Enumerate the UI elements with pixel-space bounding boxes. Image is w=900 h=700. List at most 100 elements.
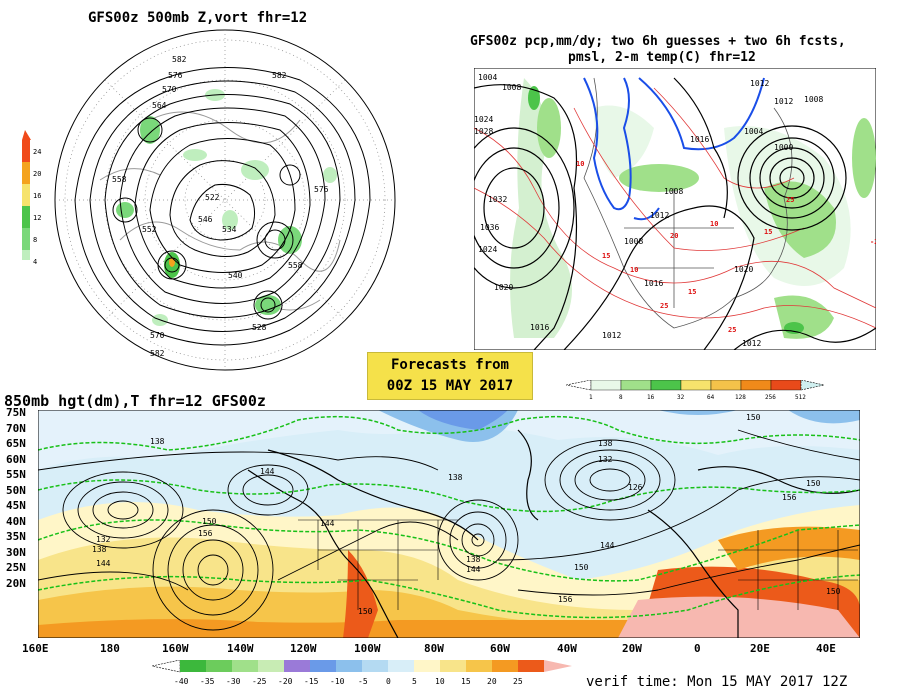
lat-label: 75N bbox=[6, 406, 26, 419]
isobar-label: 1008 bbox=[804, 95, 823, 104]
lon-label: 180 bbox=[100, 642, 120, 655]
height-label: 552 bbox=[142, 225, 157, 234]
temp-label: 15 bbox=[688, 288, 696, 296]
forecast-box-line1: Forecasts from bbox=[390, 357, 509, 373]
height-label: 540 bbox=[228, 271, 243, 280]
colorbar-label: 16 bbox=[647, 394, 655, 401]
850-height-labels: 138 132 138 144 150 156 144 138 144 150 … bbox=[92, 413, 841, 616]
colorbar-swatch bbox=[258, 660, 284, 672]
colorbar-swatch bbox=[740, 379, 772, 391]
height-label: 156 bbox=[782, 493, 797, 502]
temperature-contours bbox=[474, 87, 876, 329]
height-label: 138 bbox=[448, 473, 463, 482]
colorbar-label: 15 bbox=[461, 677, 471, 686]
colorbar-label: 25 bbox=[513, 677, 523, 686]
height-label: 126 bbox=[628, 483, 643, 492]
lon-label: 0 bbox=[694, 642, 701, 655]
temp-label: 15 bbox=[602, 252, 610, 260]
colorbar-swatch bbox=[388, 660, 414, 672]
panel-850mb-map: 138 132 138 144 150 156 144 138 144 150 … bbox=[38, 410, 860, 638]
colorbar-swatch bbox=[206, 660, 232, 672]
lon-label: 140W bbox=[227, 642, 254, 655]
temp-label: 10 bbox=[630, 266, 638, 274]
height-label: 150 bbox=[358, 607, 373, 616]
lon-label: 20W bbox=[622, 642, 642, 655]
height-label: 144 bbox=[96, 559, 111, 568]
height-label: 144 bbox=[320, 519, 335, 528]
colorbar-swatch bbox=[770, 379, 802, 391]
lon-label: 40W bbox=[557, 642, 577, 655]
height-label: 156 bbox=[558, 595, 573, 604]
temp-label: -2 bbox=[870, 238, 876, 246]
colorbar-label: -15 bbox=[304, 677, 319, 686]
forecast-info-box: Forecasts from 00Z 15 MAY 2017 bbox=[367, 352, 533, 400]
colorbar-label: 512 bbox=[795, 394, 806, 401]
lat-label: 50N bbox=[6, 483, 26, 497]
isobar-label: 1024 bbox=[478, 245, 497, 254]
forecast-box-line2: 00Z 15 MAY 2017 bbox=[386, 378, 514, 394]
lat-label: 45N bbox=[6, 499, 26, 512]
lat-label: 25N bbox=[6, 561, 26, 574]
height-label: 138 bbox=[466, 555, 481, 564]
isobar-label: 1016 bbox=[690, 135, 709, 144]
colorbar-label: 128 bbox=[735, 394, 746, 401]
colorbar-label: -20 bbox=[278, 677, 293, 686]
isobar-label: 1020 bbox=[734, 265, 753, 274]
colorbar-swatch bbox=[680, 379, 712, 391]
height-label: 150 bbox=[806, 479, 821, 488]
lon-label: 160W bbox=[162, 642, 189, 655]
panel-500mb-title: GFS00z 500mb Z,vort fhr=12 bbox=[88, 10, 308, 26]
temp-label: 25 bbox=[728, 326, 736, 334]
colorbar-label: 16 bbox=[33, 192, 41, 200]
colorbar-label: 20 bbox=[487, 677, 497, 686]
panel-500mb-map: 582 576 570 564 558 552 546 540 534 528 … bbox=[54, 29, 396, 371]
850-height-contours bbox=[38, 429, 860, 631]
isobar-label: 1000 bbox=[774, 143, 793, 152]
lon-label: 20E bbox=[750, 642, 770, 655]
temp-label: 10 bbox=[710, 220, 718, 228]
height-labels: 582 576 570 564 558 552 546 540 534 528 … bbox=[112, 55, 329, 358]
height-label: 522 bbox=[205, 193, 220, 202]
height-label: 138 bbox=[150, 437, 165, 446]
colorbar-swatch bbox=[650, 379, 682, 391]
temp-label: 25 bbox=[786, 196, 794, 204]
height-label: 138 bbox=[598, 439, 613, 448]
lat-label: 65N bbox=[6, 437, 26, 450]
lon-label: 160E bbox=[22, 642, 49, 655]
height-label: 582 bbox=[272, 71, 287, 80]
lat-label: 40N bbox=[6, 514, 26, 528]
panel-precip-title-line2: pmsl, 2-m temp(C) fhr=12 bbox=[568, 50, 756, 65]
temp-labels: 10 15 10 15 25 10 15 20 25 -2 25 bbox=[576, 160, 876, 334]
colorbar-swatch bbox=[22, 228, 30, 250]
colorbar-swatch bbox=[440, 660, 466, 672]
lon-label: 60W bbox=[490, 642, 510, 655]
panel-850mb-colorbar: -40 -35 -30 -25 -20 -15 -10 -5 0 5 10 15… bbox=[151, 659, 582, 692]
colorbar-swatch bbox=[284, 660, 310, 672]
colorbar-label: 256 bbox=[765, 394, 776, 401]
height-label: 528 bbox=[252, 323, 267, 332]
colorbar-swatch bbox=[620, 379, 652, 391]
colorbar-swatch bbox=[336, 660, 362, 672]
height-label: 150 bbox=[574, 563, 589, 572]
lat-label: 55N bbox=[6, 468, 26, 481]
colorbar-swatch bbox=[232, 660, 258, 672]
lat-label: 70N bbox=[6, 421, 26, 435]
height-label: 144 bbox=[260, 467, 275, 476]
colorbar-label: 1 bbox=[589, 394, 593, 401]
isobar-label: 1032 bbox=[488, 195, 507, 204]
colorbar-label: -40 bbox=[174, 677, 189, 686]
isobar-label: 1012 bbox=[774, 97, 793, 106]
height-label: 132 bbox=[96, 535, 111, 544]
height-label: 582 bbox=[150, 349, 165, 358]
height-label: 534 bbox=[222, 225, 237, 234]
height-label: 576 bbox=[314, 185, 329, 194]
colorbar-label: 5 bbox=[412, 677, 417, 686]
height-contours bbox=[74, 67, 371, 346]
lat-label: 35N bbox=[6, 530, 26, 543]
colorbar-swatch bbox=[544, 660, 572, 672]
isobar-label: 1020 bbox=[494, 283, 513, 292]
colorbar-label: -10 bbox=[330, 677, 345, 686]
lat-label: 20N bbox=[6, 576, 26, 590]
colorbar-label: 20 bbox=[33, 170, 41, 178]
isobar-label: 1012 bbox=[750, 79, 769, 88]
